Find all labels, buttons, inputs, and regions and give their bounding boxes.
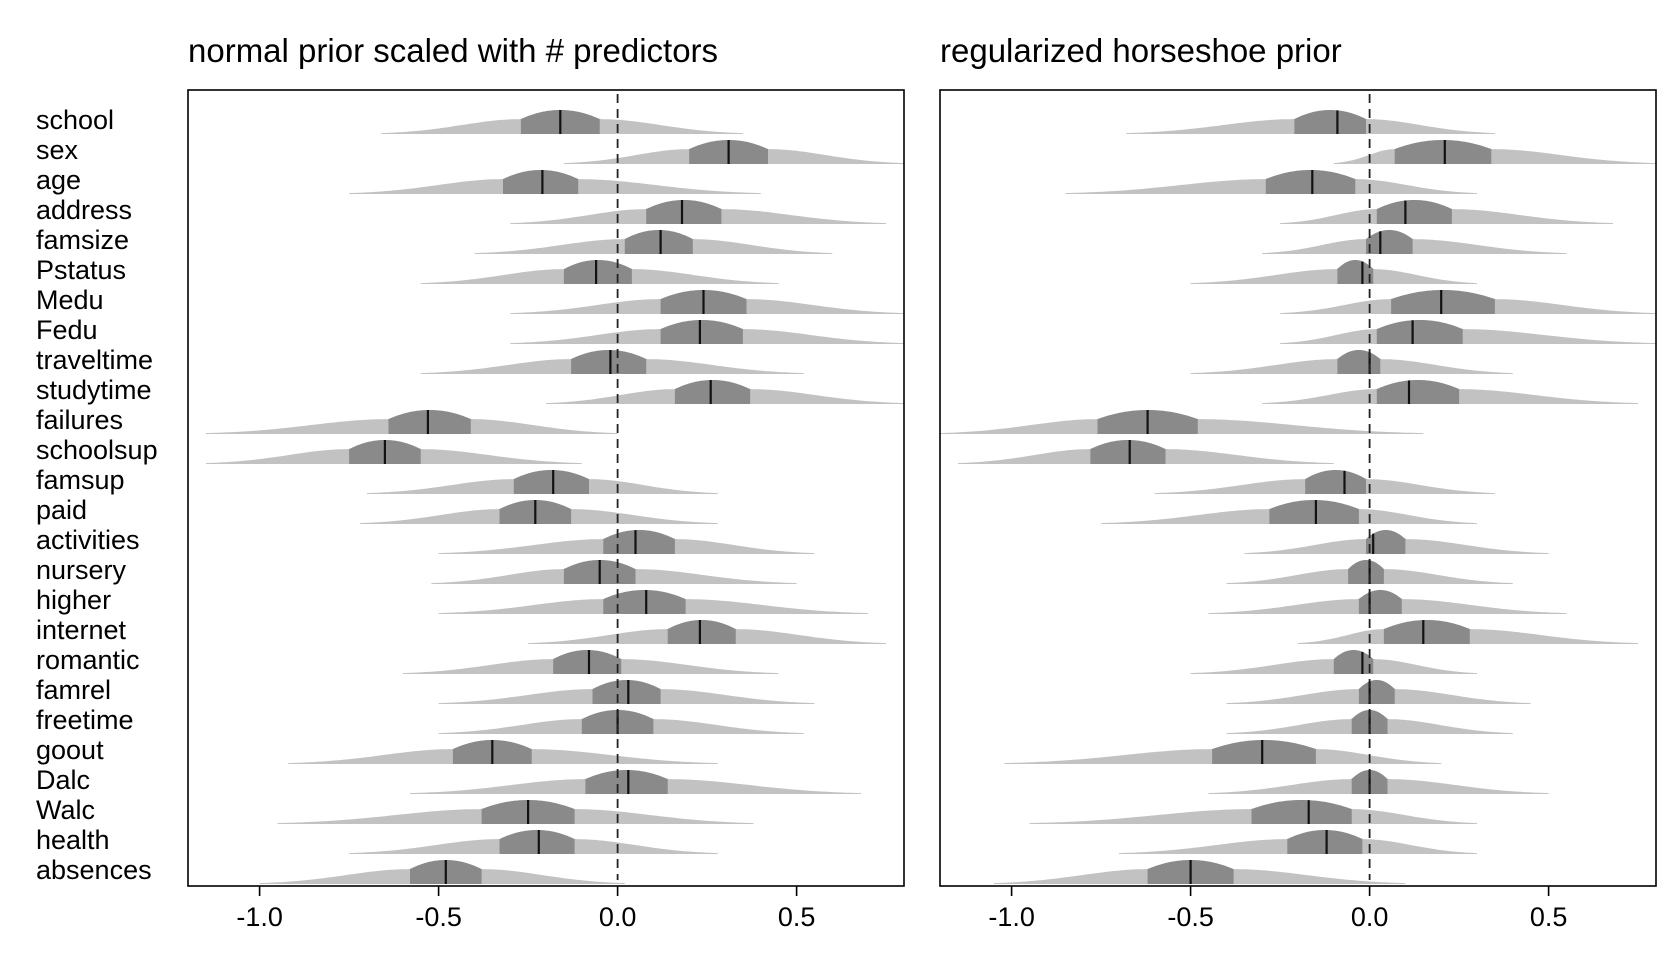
variable-label-famrel: famrel [36,675,111,705]
variable-label-nursery: nursery [36,555,127,585]
variable-label-activities: activities [36,525,140,555]
interval-medu [1391,290,1495,314]
interval-age [1265,170,1356,194]
variable-label-romantic: romantic [36,645,140,675]
x-tick-label: 0.0 [1351,902,1389,932]
variable-label-pstatus: Pstatus [36,255,126,285]
variable-label-fedu: Fedu [36,315,98,345]
variable-label-walc: Walc [36,795,95,825]
density-pstatus [1190,260,1477,284]
interval-age [503,170,579,194]
density-sex [1333,140,1656,164]
interval-internet [1383,620,1470,644]
x-tick-label: -1.0 [236,902,283,932]
interval-higher [603,590,686,614]
x-tick-label: -0.5 [415,902,462,932]
x-tick-label: 0.5 [778,902,816,932]
interval-famsize [624,230,693,254]
variable-label-failures: failures [36,405,123,435]
interval-romantic [1333,650,1374,674]
variable-label-dalc: Dalc [36,765,90,795]
variable-label-studytime: studytime [36,375,152,405]
interval-famrel [1358,680,1395,704]
panel-title: regularized horseshoe prior [940,32,1342,69]
panel-frame [187,89,905,887]
variable-label-goout: goout [36,735,104,765]
variable-label-health: health [36,825,110,855]
interval-health [499,830,575,854]
interval-school [1294,110,1366,134]
interval-studytime [674,380,751,404]
interval-famsup [1305,470,1366,494]
interval-activities [603,530,675,554]
variable-label-medu: Medu [36,285,104,315]
panel-frame [939,89,1657,887]
interval-activities [1366,530,1406,554]
interval-traveltime [1337,350,1381,374]
x-tick-label: -0.5 [1167,902,1214,932]
interval-sex [1394,140,1492,164]
interval-higher [1358,590,1402,614]
variable-label-age: age [36,165,81,195]
interval-famsup [513,470,589,494]
variable-label-internet: internet [36,615,127,645]
interval-famsize [1366,230,1413,254]
interval-romantic [553,650,622,674]
interval-famrel [592,680,661,704]
variable-label-schoolsup: schoolsup [36,435,158,465]
variable-label-freetime: freetime [36,705,134,735]
variable-label-higher: higher [36,585,111,615]
variable-label-sex: sex [36,135,79,165]
interval-fedu [1376,320,1463,344]
interval-health [1287,830,1363,854]
interval-address [646,200,722,224]
variable-label-address: address [36,195,132,225]
interval-goout [1212,740,1316,764]
panel-1: normal prior scaled with # predictors -1.… [187,32,905,932]
variable-label-famsize: famsize [36,225,129,255]
interval-pstatus [1337,260,1374,284]
x-tick-label: 0.0 [599,902,637,932]
variable-label-absences: absences [36,855,152,885]
panel-2: regularized horseshoe prior -1.0 -0.5 0.0 0.… [939,32,1657,932]
x-tick-label: 0.5 [1530,902,1568,932]
variable-label-traveltime: traveltime [36,345,153,375]
x-tick-label: -1.0 [988,902,1035,932]
interval-walc [1251,800,1352,824]
panel-title: normal prior scaled with # predictors [188,32,718,69]
interval-failures [388,410,471,434]
interval-traveltime [571,350,647,374]
variable-label-famsup: famsup [36,465,125,495]
interval-internet [667,620,736,644]
density-famsize [1262,230,1567,254]
variable-label-paid: paid [36,495,87,525]
interval-paid [1269,500,1359,524]
interval-studytime [1376,380,1460,404]
density-fedu [1280,320,1656,344]
interval-fedu [660,320,743,344]
interval-schoolsup [1090,440,1166,464]
interval-address [1376,200,1452,224]
interval-dalc [585,770,668,794]
interval-pstatus [563,260,632,284]
variable-label-school: school [36,105,114,135]
interval-nursery [1348,560,1384,584]
